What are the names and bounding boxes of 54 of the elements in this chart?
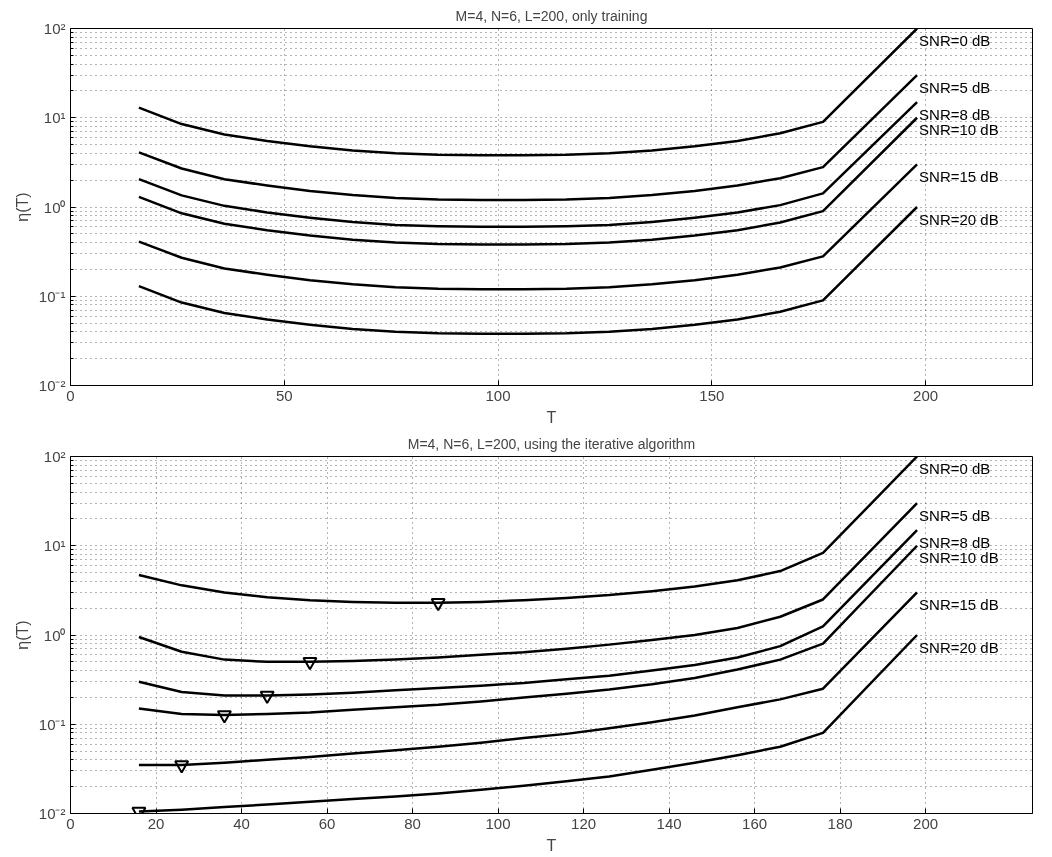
series-label: SNR=5 dB xyxy=(919,506,991,524)
series-label: SNR=20 dB xyxy=(919,210,999,228)
series-label: SNR=0 dB xyxy=(919,460,991,477)
line-series xyxy=(137,163,919,291)
series-label: SNR=8 dB xyxy=(919,533,991,551)
x-tick-label: 120 xyxy=(571,814,597,832)
x-tick-label: 60 xyxy=(318,814,336,832)
y-tick-label: 10⁻¹ xyxy=(38,715,66,733)
x-tick-label: 0 xyxy=(66,386,75,404)
x-tick-label: 0 xyxy=(66,814,75,832)
series-label: SNR=15 dB xyxy=(919,167,999,185)
x-tick-label: 200 xyxy=(913,814,939,832)
point xyxy=(259,690,275,704)
line-series xyxy=(137,73,919,202)
x-tick-label: 160 xyxy=(742,814,768,832)
series-label: SNR=5 dB xyxy=(919,78,991,96)
x-tick-label: 40 xyxy=(233,814,250,832)
line-series xyxy=(137,116,919,246)
series-label: SNR=10 dB xyxy=(919,121,999,139)
y-tick-label: 10⁰ xyxy=(43,626,66,644)
y-axis-title: η(T) xyxy=(13,620,31,650)
series-label: SNR=8 dB xyxy=(919,105,991,123)
x-tick-label: 150 xyxy=(699,386,725,404)
point xyxy=(430,597,446,612)
y-tick-label: 10⁰ xyxy=(43,198,66,216)
y-tick-label: 10⁻² xyxy=(38,805,66,822)
x-tick-label: 100 xyxy=(485,814,511,832)
chart-title: M=4, N=6, L=200, using the iterative algorithm xyxy=(407,435,696,452)
x-tick-label: 50 xyxy=(275,386,293,404)
series-label: SNR=15 dB xyxy=(919,595,999,613)
line-series xyxy=(137,205,919,335)
point xyxy=(302,657,318,671)
series-label: SNR=20 dB xyxy=(919,638,999,656)
x-tick-label: 100 xyxy=(485,386,511,404)
x-tick-label: 200 xyxy=(913,386,939,404)
point xyxy=(174,760,190,774)
line-series xyxy=(137,100,919,229)
series-label: SNR=0 dB xyxy=(919,32,991,49)
point xyxy=(216,710,232,724)
x-tick-label: 80 xyxy=(404,814,421,832)
y-axis-title: η(T) xyxy=(13,192,31,222)
y-tick-label: 10² xyxy=(43,20,66,37)
y-tick-label: 10² xyxy=(43,448,66,465)
x-tick-label: 140 xyxy=(656,814,682,832)
y-tick-label: 10⁻¹ xyxy=(38,287,66,305)
series-label: SNR=10 dB xyxy=(919,549,999,567)
y-tick-label: 10¹ xyxy=(43,109,66,127)
x-tick-label: 20 xyxy=(147,814,165,832)
y-tick-label: 10⁻² xyxy=(38,377,66,394)
x-axis-title: T xyxy=(546,408,557,426)
chart-title: M=4, N=6, L=200, only training xyxy=(455,7,648,24)
x-tick-label: 180 xyxy=(827,814,853,832)
x-axis-title: T xyxy=(546,836,557,854)
y-tick-label: 10¹ xyxy=(43,537,66,555)
